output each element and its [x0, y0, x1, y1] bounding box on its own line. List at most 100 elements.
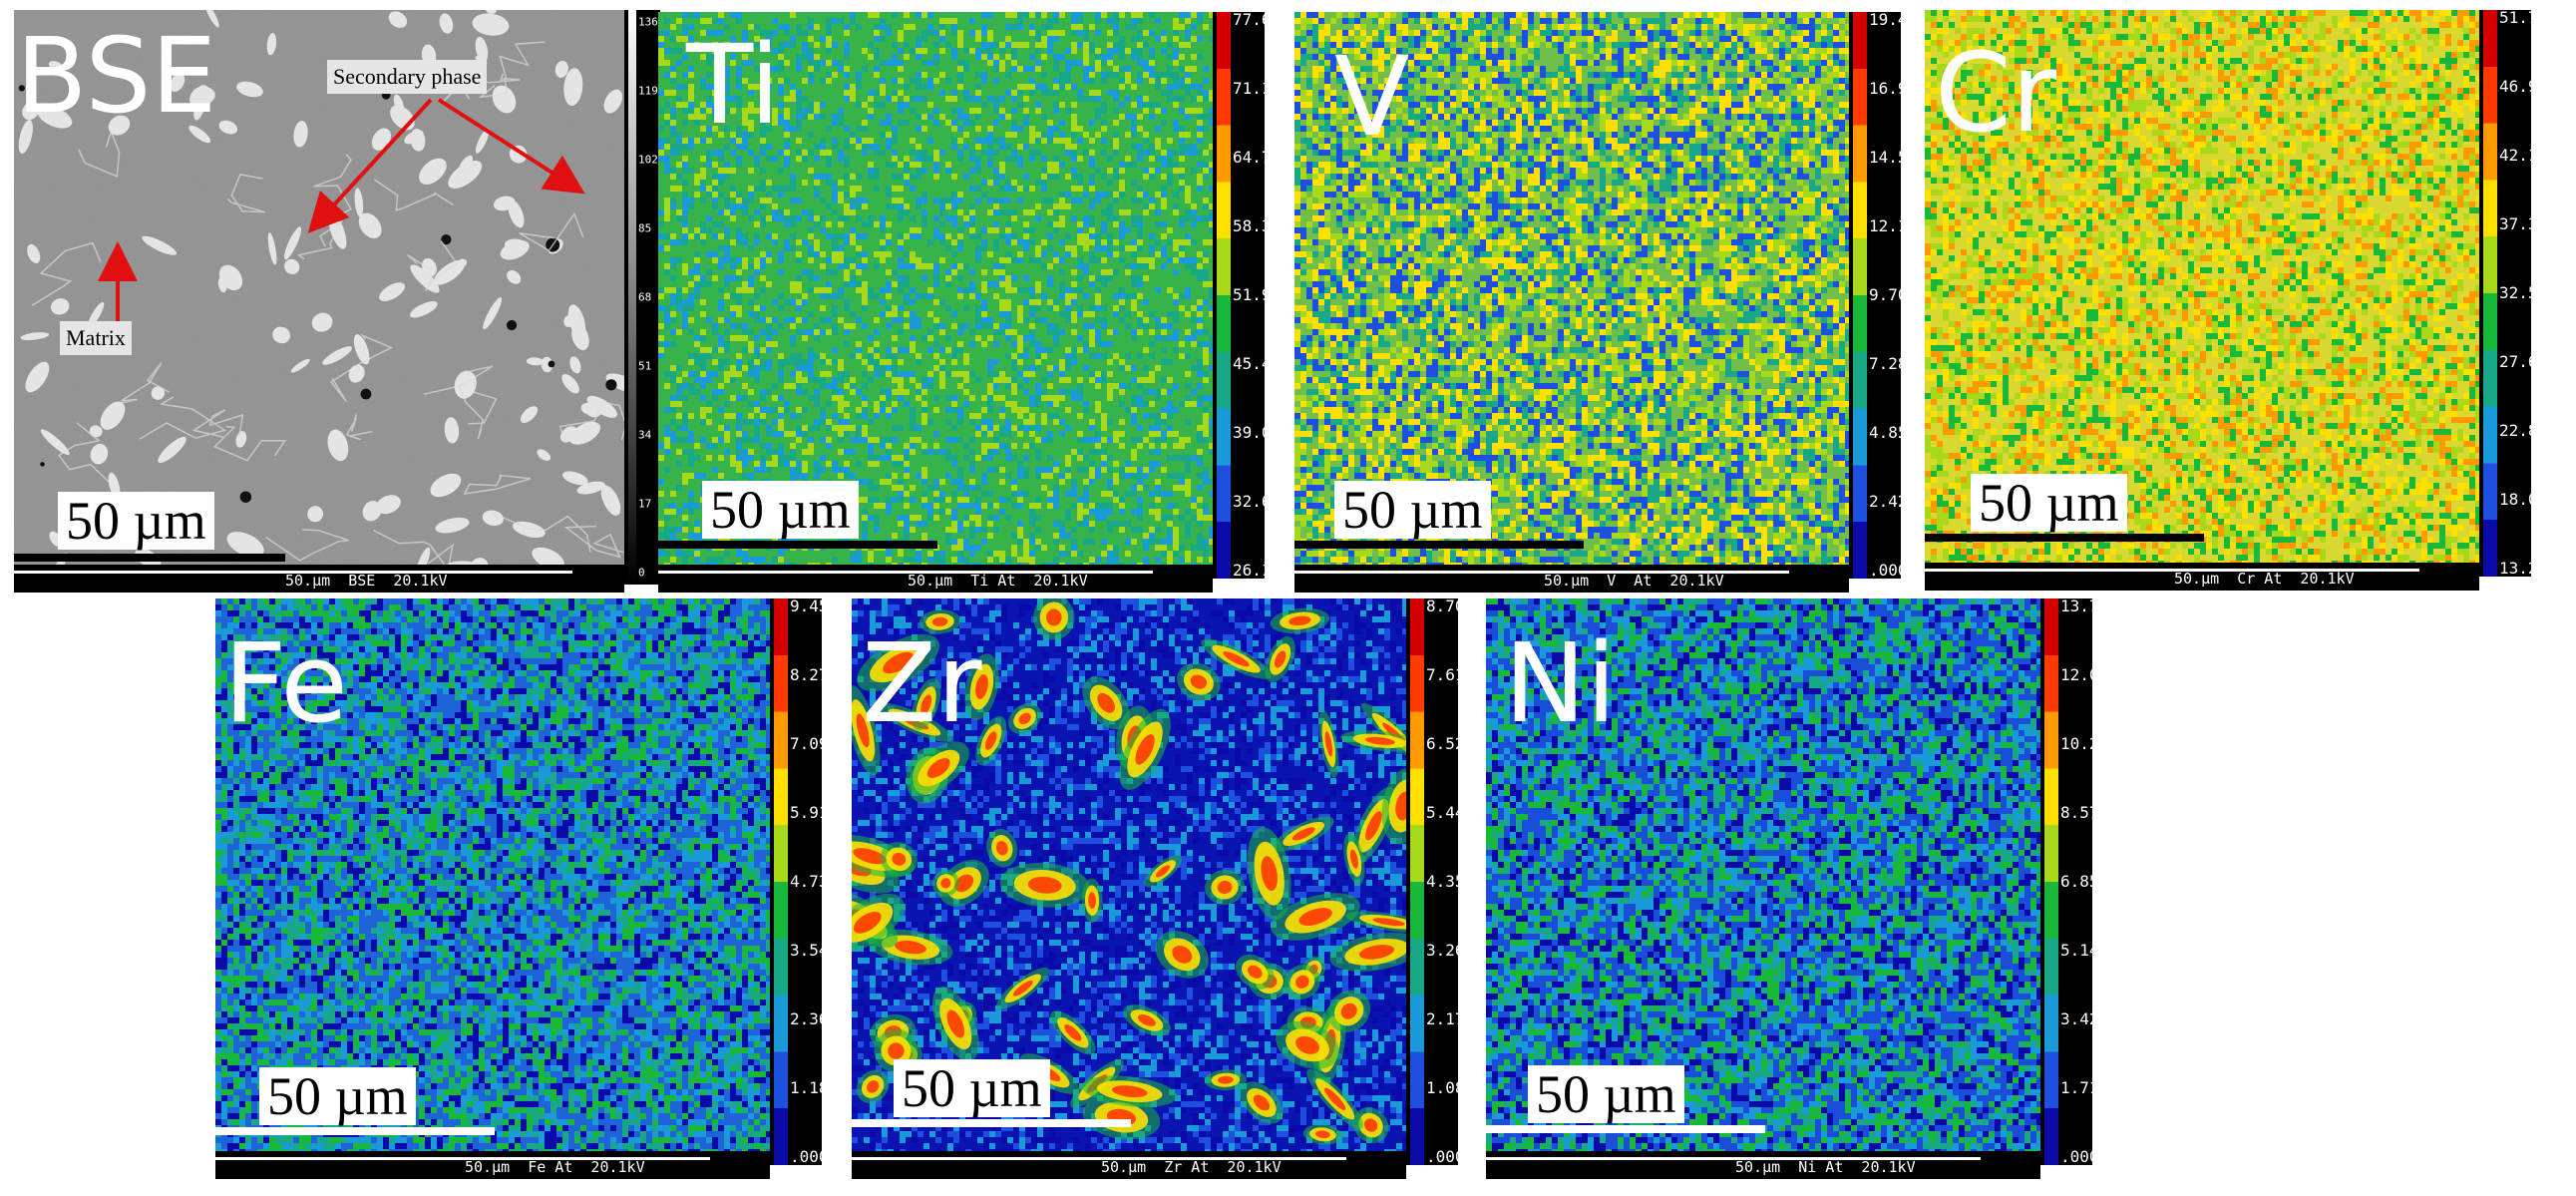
scale-bar-label-ti: 50 µm [702, 481, 859, 539]
colorbar-tick: 12.13 [1869, 218, 1917, 234]
colorbar-tick: .000 [1426, 1149, 1465, 1165]
colorbar-tick: 77.61 [1233, 12, 1281, 28]
secondary-phase-particle [235, 431, 247, 448]
colorbar-tick: 26.18 [1233, 563, 1281, 579]
secondary-phase-particle [526, 357, 545, 366]
grain-boundary [31, 241, 102, 306]
secondary-phase-particle [541, 356, 553, 373]
secondary-phase-particle [537, 449, 552, 461]
secondary-phase-particle [48, 61, 65, 73]
colorbar-tick: 9.706 [1869, 287, 1917, 303]
pore [40, 462, 45, 467]
secondary-phase-particle [194, 87, 215, 105]
footer-rule [658, 571, 1153, 574]
secondary-phase-particle [563, 68, 583, 106]
map-panel-cr: Cr 50 µm 50.μm Cr At 20.1kV [1925, 10, 2479, 591]
secondary-phase-particle [353, 334, 370, 365]
map-panel-zr: Zr 50 µm 50.μm Zr At 20.1kV [852, 598, 1406, 1179]
colorbar-tick: 136 [638, 17, 658, 28]
colorbar-tick: 10.29 [2060, 736, 2108, 752]
secondary-phase-particle [430, 473, 462, 498]
footer-ti: 50.μm Ti At 20.1kV [658, 565, 1213, 593]
secondary-phase-particle [483, 297, 503, 330]
colorbar-ni-gradient [2044, 598, 2058, 1165]
secondary-phase-particle [290, 358, 310, 373]
footer-rule [852, 1157, 1346, 1160]
grain-boundary [212, 425, 287, 462]
grain-boundary [372, 529, 455, 572]
colorbar-tick: 22.86 [2499, 423, 2547, 439]
scale-bar-label-zr: 50 µm [894, 1059, 1050, 1117]
secondary-phase-particle [151, 386, 166, 400]
secondary-phase-particle [41, 108, 52, 122]
secondary-phase-particle [600, 485, 621, 516]
colorbar-v-ticks: 19.41 16.99 14.56 12.13 9.706 7.280 4.853 2.427… [1869, 12, 1917, 579]
colorbar-ti: 77.61 71.19 64.76 58.33 51.90 45.47 39.04 32.61… [1213, 12, 1281, 579]
colorbar-tick: 5.912 [790, 805, 838, 821]
footer-zr: 50.μm Zr At 20.1kV [852, 1151, 1406, 1179]
secondary-phase-particle [388, 11, 408, 28]
colorbar-tick: 71.19 [1233, 81, 1281, 97]
secondary-phase-particle [108, 115, 131, 136]
secondary-phase-particle [586, 395, 617, 418]
map-panel-ti: Ti 50 µm 50.μm Ti At 20.1kV [658, 12, 1213, 593]
colorbar-tick: 64.76 [1233, 150, 1281, 166]
grain-boundary [407, 240, 459, 291]
secondary-phase-particle [90, 443, 109, 465]
pore [605, 379, 617, 391]
colorbar-ni-ticks: 13.72 12.00 10.29 8.572 6.858 5.143 3.429 1.714… [2060, 598, 2108, 1165]
secondary-phase-particle [307, 506, 324, 523]
secondary-phase-particle [435, 517, 470, 534]
secondary-phase-particle [40, 429, 70, 456]
grain-boundary [329, 333, 394, 403]
colorbar-bse-gradient [628, 10, 636, 585]
secondary-phase-particle [218, 120, 238, 135]
secondary-phase-particle [472, 13, 510, 36]
secondary-phase-particle [142, 235, 178, 255]
grain-boundary [519, 211, 584, 252]
secondary-phase-particle [158, 436, 186, 464]
pore [360, 388, 372, 400]
secondary-phase-particle [580, 402, 599, 416]
scale-bar-ti [658, 541, 937, 549]
grain-boundary [78, 129, 121, 178]
secondary-phase-particle [454, 370, 477, 399]
colorbar-cr-ticks: 51.79 46.97 42.15 37.33 32.50 27.68 22.86 18.04… [2499, 10, 2547, 577]
colorbar-tick: 39.04 [1233, 425, 1281, 441]
secondary-phase-particle [348, 364, 365, 383]
colorbar-tick: 14.56 [1869, 150, 1917, 166]
footer-text-v: 50.μm V At 20.1kV [1544, 574, 1724, 589]
colorbar-fe-ticks: 9.459 8.277 7.095 5.912 4.730 3.547 2.365 1.182… [790, 598, 838, 1165]
colorbar-zr: 8.703 7.616 6.528 5.440 4.352 3.264 2.176 1.088… [1406, 598, 1474, 1165]
map-panel-fe: Fe 50 µm 50.μm Fe At 20.1kV [215, 598, 770, 1179]
secondary-phase-particle [25, 361, 50, 393]
secondary-phase-particle [362, 501, 382, 522]
colorbar-v-gradient [1853, 12, 1867, 579]
secondary-phase-particle [444, 417, 460, 444]
colorbar-ti-gradient [1217, 12, 1231, 579]
pore [18, 85, 25, 92]
footer-text-ni: 50.μm Ni At 20.1kV [1735, 1160, 1916, 1175]
secondary-phase-particle [267, 231, 277, 265]
colorbar-zr-gradient [1410, 598, 1424, 1165]
colorbar-tick: 17 [638, 499, 651, 510]
footer-cr: 50.μm Cr At 20.1kV [1925, 563, 2479, 591]
colorbar-zr-ticks: 8.703 7.616 6.528 5.440 4.352 3.264 2.176 1.088… [1426, 598, 1474, 1165]
footer-text-cr: 50.μm Cr At 20.1kV [2174, 572, 2355, 587]
footer-rule [1925, 569, 2419, 572]
secondary-phase-particle [327, 429, 349, 462]
colorbar-tick: 8.277 [790, 667, 838, 683]
colorbar-cr-gradient [2483, 10, 2497, 577]
secondary-phase-particle [50, 298, 70, 315]
grain-boundary [265, 529, 349, 562]
colorbar-tick: .000 [1869, 563, 1908, 579]
colorbar-tick: 34 [638, 430, 651, 441]
colorbar-tick: 2.427 [1869, 494, 1917, 510]
colorbar-tick: 85 [638, 223, 651, 234]
colorbar-tick: 3.429 [2060, 1011, 2108, 1027]
colorbar-fe-gradient [774, 598, 788, 1165]
colorbar-tick: 2.176 [1426, 1011, 1474, 1027]
secondary-phase-particle [170, 73, 185, 92]
grain-boundary [296, 220, 343, 260]
secondary-phase-particle [410, 264, 440, 293]
